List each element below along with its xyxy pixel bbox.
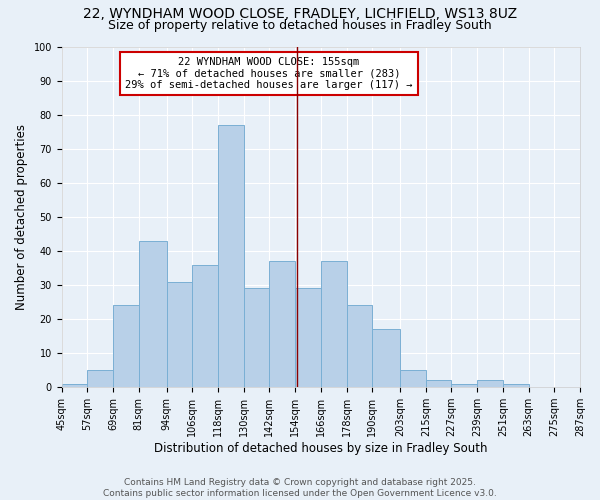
Bar — [503, 384, 529, 387]
X-axis label: Distribution of detached houses by size in Fradley South: Distribution of detached houses by size … — [154, 442, 488, 455]
Text: Size of property relative to detached houses in Fradley South: Size of property relative to detached ho… — [108, 19, 492, 32]
Bar — [88, 370, 113, 387]
Bar — [451, 384, 477, 387]
Bar — [113, 306, 139, 387]
Bar — [321, 261, 347, 387]
Bar — [269, 261, 295, 387]
Bar — [167, 282, 193, 387]
Text: Contains HM Land Registry data © Crown copyright and database right 2025.
Contai: Contains HM Land Registry data © Crown c… — [103, 478, 497, 498]
Bar — [193, 264, 218, 387]
Bar — [347, 306, 372, 387]
Y-axis label: Number of detached properties: Number of detached properties — [15, 124, 28, 310]
Bar — [62, 384, 88, 387]
Bar — [426, 380, 451, 387]
Bar — [139, 240, 167, 387]
Bar — [477, 380, 503, 387]
Bar — [372, 330, 400, 387]
Bar — [295, 288, 321, 387]
Bar — [400, 370, 426, 387]
Bar — [218, 125, 244, 387]
Bar — [244, 288, 269, 387]
Text: 22, WYNDHAM WOOD CLOSE, FRADLEY, LICHFIELD, WS13 8UZ: 22, WYNDHAM WOOD CLOSE, FRADLEY, LICHFIE… — [83, 8, 517, 22]
Text: 22 WYNDHAM WOOD CLOSE: 155sqm
← 71% of detached houses are smaller (283)
29% of : 22 WYNDHAM WOOD CLOSE: 155sqm ← 71% of d… — [125, 56, 413, 90]
